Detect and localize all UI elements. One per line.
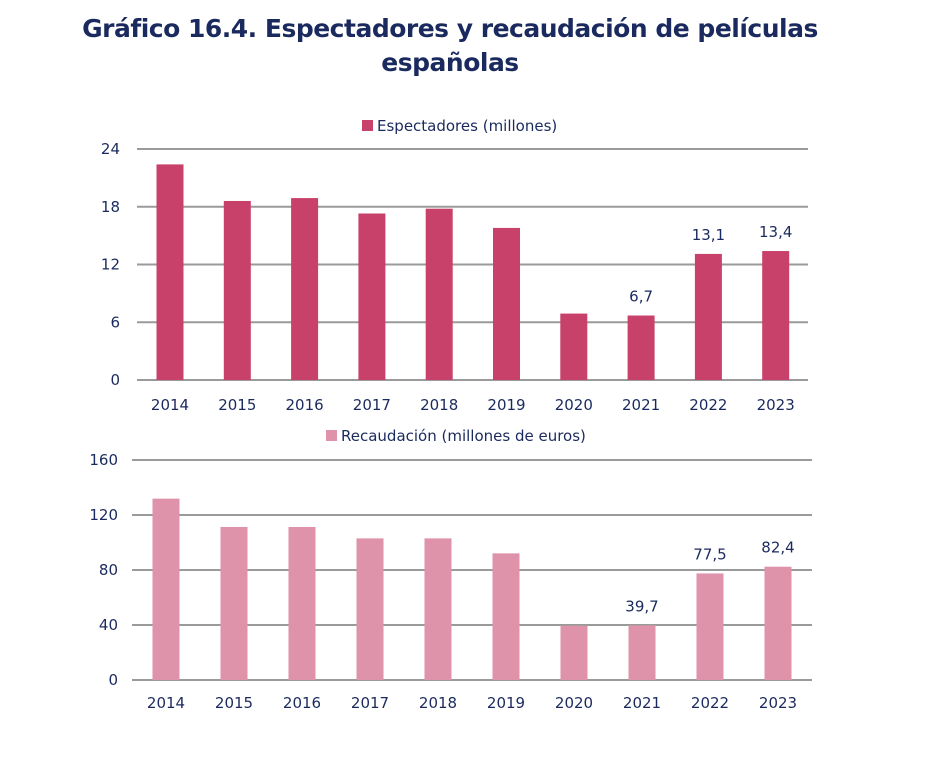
panel2-bar-2018	[424, 538, 452, 680]
panel2-x-tick-label: 2019	[487, 694, 525, 712]
panel1-bar-2023	[762, 251, 790, 380]
panel1-legend-swatch	[362, 120, 373, 131]
panel2-bar-2015	[220, 526, 248, 680]
panel1-bar-2021	[627, 315, 655, 380]
panel1-bar-2018	[425, 208, 453, 380]
panel1-x-tick-label: 2023	[757, 396, 795, 414]
panel1-x-tick-label: 2015	[218, 396, 256, 414]
chart-title-line-2: españolas	[381, 48, 519, 77]
chart-title: Gráfico 16.4. Espectadores y recaudación…	[0, 12, 900, 80]
panel1-x-tick-label: 2014	[151, 396, 189, 414]
panel2-data-label-2021: 39,7	[625, 597, 658, 615]
panel2-x-tick-label: 2016	[283, 694, 321, 712]
panel2-bar-2017	[356, 538, 384, 680]
panel2-bar-2022	[696, 573, 724, 680]
panel2-y-tick-label: 40	[99, 616, 118, 634]
panel1-bar-2016	[291, 198, 319, 380]
panel2-data-label-2023: 82,4	[761, 539, 794, 557]
panel2-legend-swatch	[326, 430, 337, 441]
panel1-y-tick-label: 18	[101, 198, 120, 216]
panel1-y-tick-label: 6	[110, 313, 120, 331]
panel1-bar-2020	[560, 313, 588, 380]
panel1-x-tick-label: 2019	[487, 396, 525, 414]
panel1-data-label-2023: 13,4	[759, 223, 792, 241]
panel2-x-tick-label: 2022	[691, 694, 729, 712]
panel2-x-tick-label: 2023	[759, 694, 797, 712]
panel2-bar-2016	[288, 526, 316, 680]
panel2-y-tick-label: 0	[108, 671, 118, 689]
panel1-bar-2017	[358, 213, 386, 380]
panel2-y-tick-label: 160	[89, 451, 118, 469]
chart-title-line-1: Gráfico 16.4. Espectadores y recaudación…	[82, 14, 818, 43]
panel2-x-tick-label: 2018	[419, 694, 457, 712]
panel2-bar-2023	[764, 566, 792, 680]
panel1-y-tick-label: 0	[110, 371, 120, 389]
panel2-x-tick-label: 2017	[351, 694, 389, 712]
panel1-x-tick-label: 2022	[689, 396, 727, 414]
panel1-x-tick-label: 2021	[622, 396, 660, 414]
panel1-x-tick-label: 2018	[420, 396, 458, 414]
panel2-bar-2014	[152, 498, 180, 680]
panel2-bar-2021	[628, 625, 656, 680]
panel1-bar-2019	[493, 227, 520, 380]
panel2-x-tick-label: 2015	[215, 694, 253, 712]
panel1-x-tick-label: 2020	[555, 396, 593, 414]
panel2-y-tick-label: 80	[99, 561, 118, 579]
panel1-y-tick-label: 24	[101, 140, 120, 158]
panel2-bar-2019	[492, 553, 520, 680]
panel1-x-tick-label: 2016	[286, 396, 324, 414]
panel1-bar-2022	[694, 253, 722, 380]
panel1-y-tick-label: 12	[101, 256, 120, 274]
panel2-x-tick-label: 2021	[623, 694, 661, 712]
panel1-data-label-2022: 13,1	[692, 226, 725, 244]
panel2-y-tick-label: 120	[89, 506, 118, 524]
panel2-legend-label: Recaudación (millones de euros)	[341, 427, 586, 445]
panel1-data-label-2021: 6,7	[629, 288, 653, 306]
panel1-bar-2014	[156, 164, 184, 380]
panel1-legend-label: Espectadores (millones)	[377, 117, 557, 135]
panel2-data-label-2022: 77,5	[693, 545, 726, 563]
panel2-x-tick-label: 2020	[555, 694, 593, 712]
panel2-bar-2020	[560, 625, 588, 680]
panel1-bar-2015	[223, 200, 251, 380]
panel2-x-tick-label: 2014	[147, 694, 185, 712]
panel1-x-tick-label: 2017	[353, 396, 391, 414]
